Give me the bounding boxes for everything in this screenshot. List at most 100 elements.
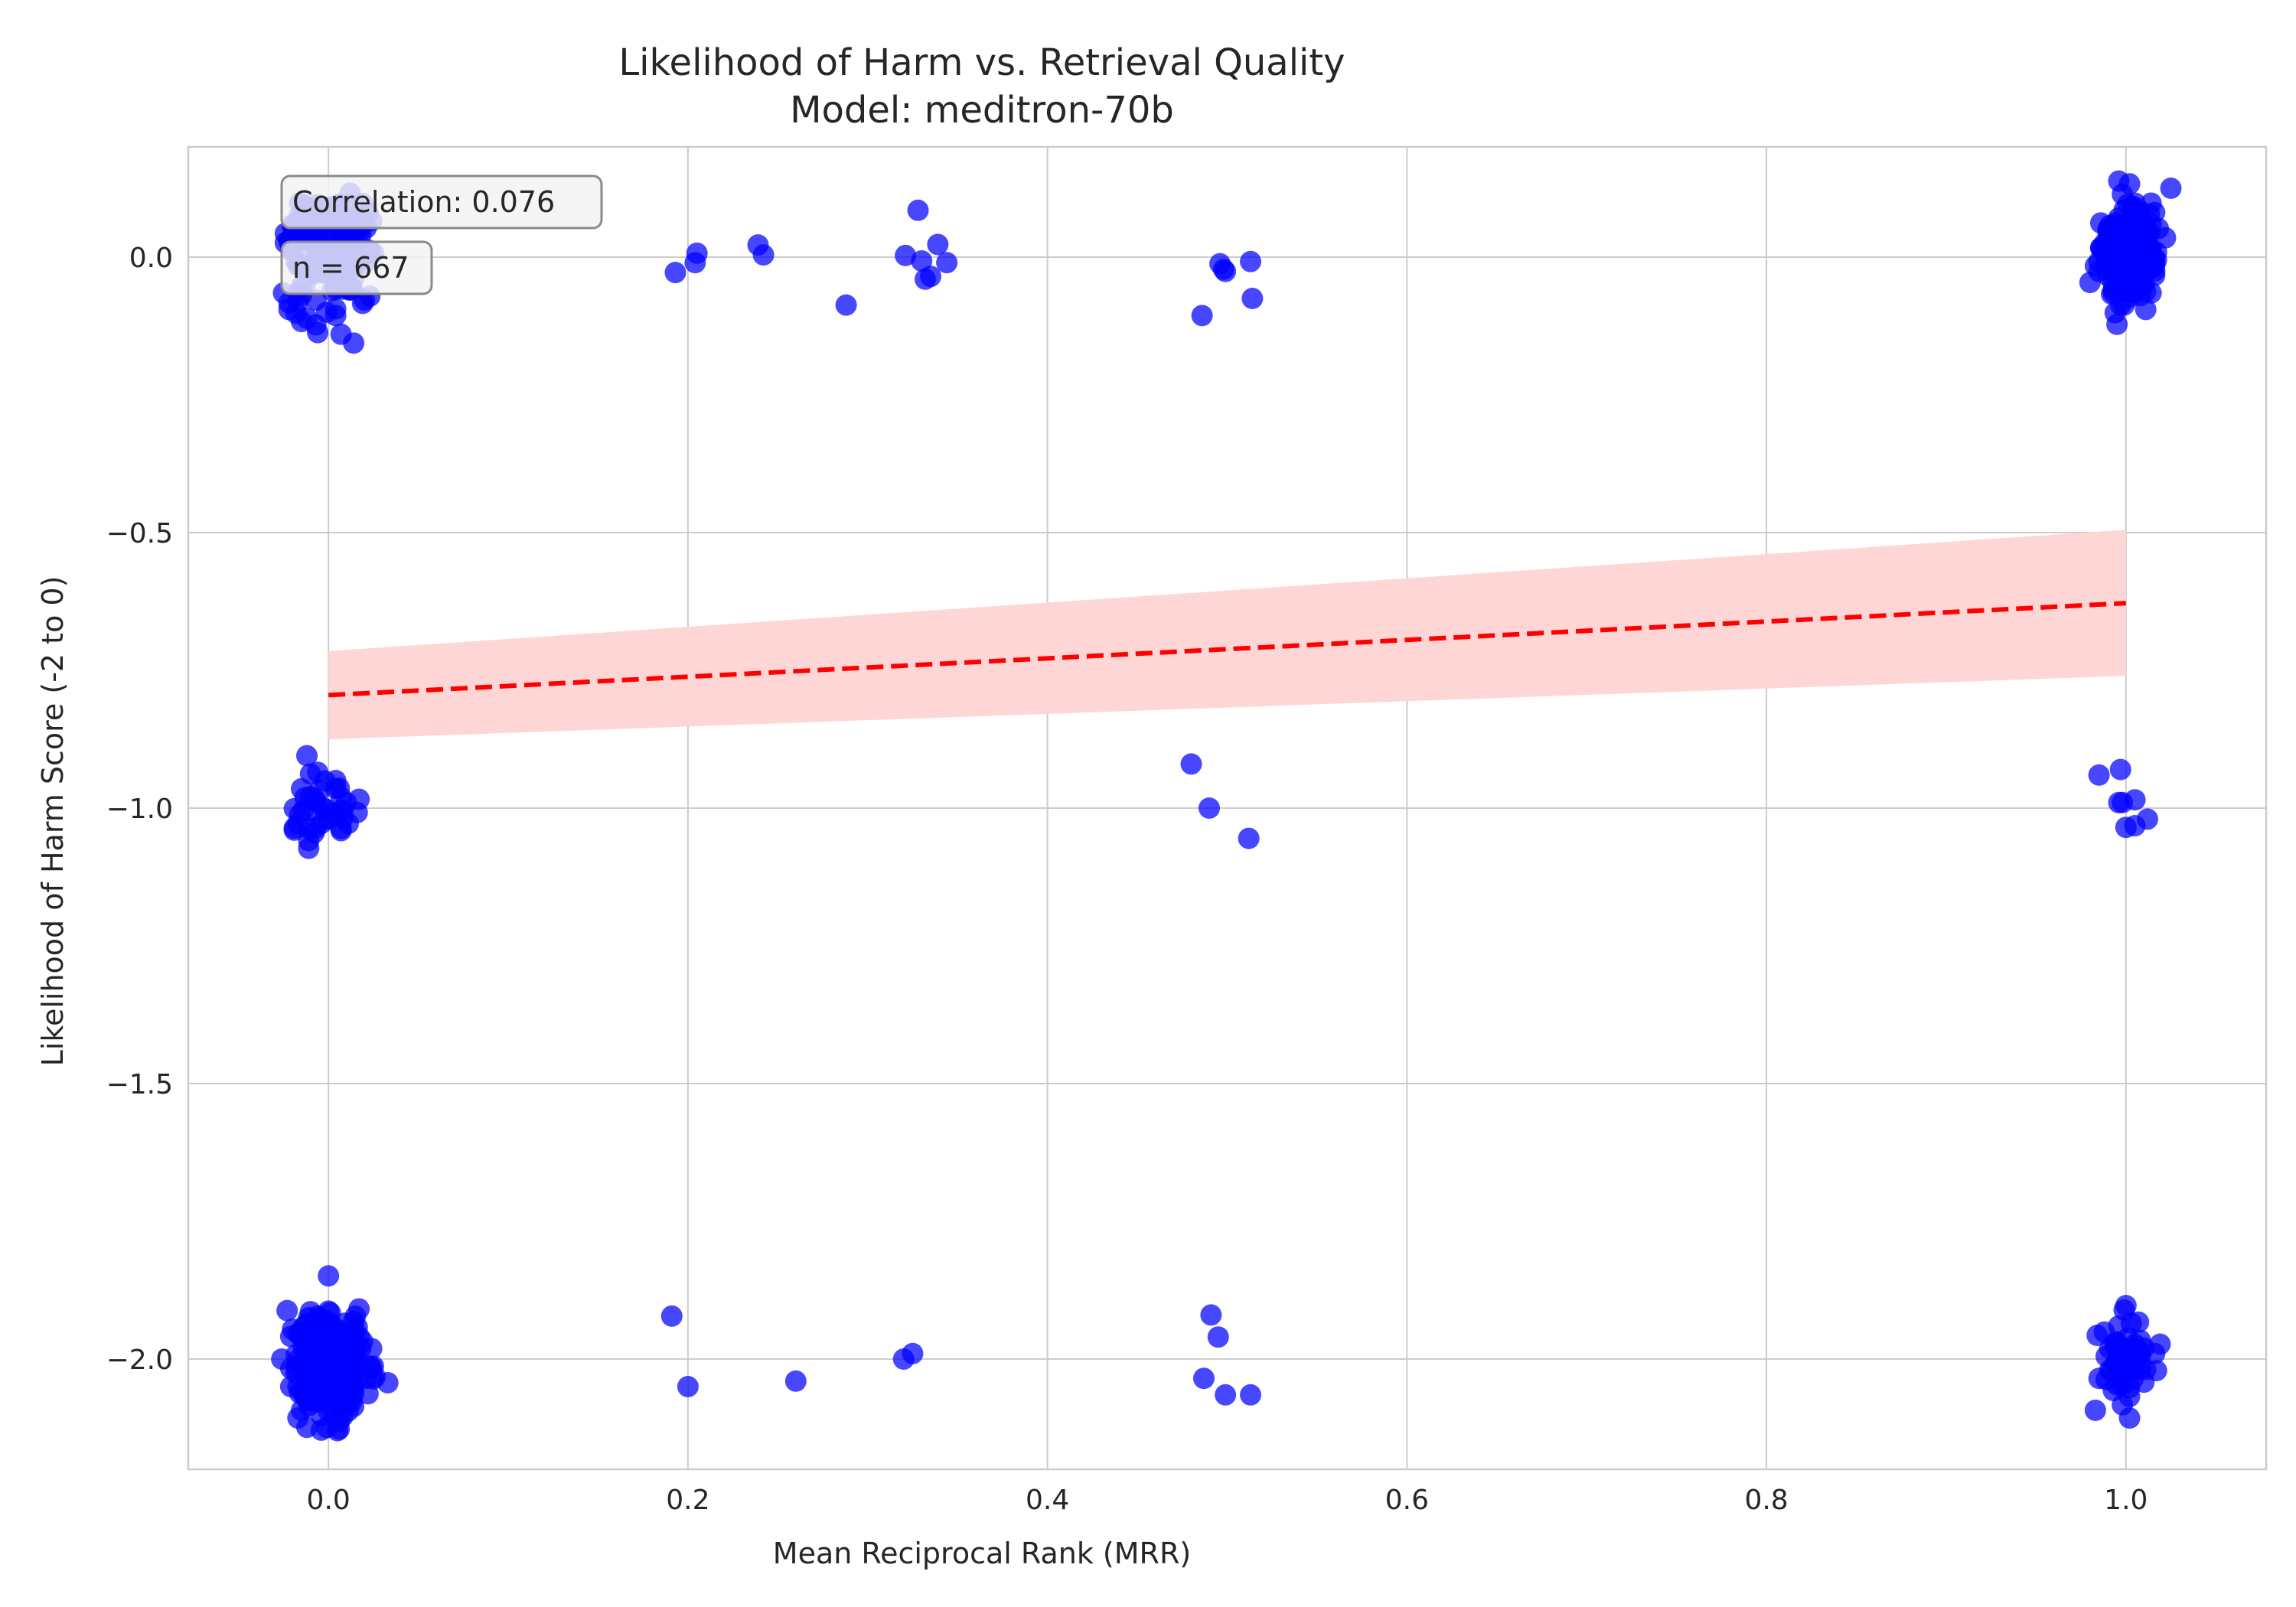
tick-labels: 0.0 0.2 0.4 0.6 0.8 1.0 0.0 −0.5 −1.0 −1.5 −2.0 [106,243,2148,1516]
data-point [2106,261,2128,283]
y-tick-label: −2.0 [106,1345,173,1376]
chart-subtitle: Model: meditron-70b [790,89,1174,132]
data-point [351,292,373,315]
data-point [936,252,958,274]
data-point [1207,1326,1229,1348]
y-tick-label: −1.0 [106,794,173,825]
data-point [2095,1345,2117,1367]
plot-frame [187,145,2268,1471]
sample-size-annotation-box [280,240,433,295]
y-tick-label: −0.5 [106,518,173,549]
data-point [2108,282,2130,304]
data-point [343,332,365,354]
data-point [296,745,318,767]
data-point [1192,1367,1215,1390]
data-point [276,1299,298,1322]
data-point [1215,260,1237,282]
confidence-band-layer [328,530,2126,739]
data-point [1200,1304,1222,1326]
data-point [660,1305,683,1327]
data-point [283,819,305,841]
x-axis-label: Mean Reciprocal Rank (MRR) [773,1537,1191,1570]
data-point [2140,192,2162,214]
data-point [902,1342,924,1364]
data-point [784,1370,807,1392]
x-tick-label: 1.0 [2104,1485,2148,1516]
data-point [2125,223,2148,245]
data-point [294,1326,316,1348]
correlation-annotation-text: Correlation: 0.076 [292,185,555,219]
data-point [664,262,687,284]
data-point [2124,197,2146,220]
data-point [2145,1360,2167,1382]
data-point [302,1362,324,1384]
data-point [344,1345,367,1367]
data-point [752,244,775,266]
data-point [308,779,331,801]
x-tick-label: 0.4 [1026,1485,1069,1516]
sample-size-annotation: n = 667 [280,240,433,295]
grid [188,147,2266,1469]
data-point [1180,753,1202,775]
data-point [2088,764,2110,786]
data-point [315,799,338,821]
data-point [686,242,708,264]
data-point [2108,1362,2130,1384]
data-point [308,1307,331,1329]
data-point [2104,212,2126,234]
data-point [330,820,352,842]
data-point [2104,238,2126,260]
data-point [335,791,357,813]
y-axis-label: Likelihood of Harm Score (-2 to 0) [36,576,70,1067]
data-point [339,1364,361,1386]
data-point [2108,791,2130,813]
data-point [919,266,941,288]
data-point [2118,1385,2141,1407]
data-point [307,761,329,784]
y-tick-label: −1.5 [106,1069,173,1100]
data-point [360,1338,383,1360]
data-point [1215,1384,1237,1406]
y-tick-label: 0.0 [129,243,173,274]
data-point [895,244,917,266]
data-point [348,1298,370,1320]
data-point [2109,758,2131,781]
data-point [907,199,929,221]
x-tick-label: 0.6 [1385,1485,1429,1516]
x-tick-label: 0.8 [1744,1485,1788,1516]
regression-line [328,601,2126,698]
data-point [318,1348,340,1370]
data-point [2093,1321,2115,1343]
data-point [2088,1367,2110,1390]
data-point [835,294,857,316]
plot-area-border [187,145,2268,1471]
data-point [377,1371,399,1393]
data-point [1241,288,1264,309]
data-point [2133,243,2155,265]
data-point [2118,1407,2141,1429]
data-point [2113,1340,2135,1362]
regression-line-layer [328,601,2126,698]
data-point [1191,305,1213,327]
data-point [298,1390,320,1411]
data-point [927,233,949,256]
correlation-annotation: Correlation: 0.076 [280,174,603,230]
sample-size-annotation-text: n = 667 [292,251,409,285]
data-point [1238,827,1260,849]
data-point [290,311,312,333]
data-point [677,1376,699,1397]
data-point [334,1312,356,1335]
data-point [1199,797,1221,819]
data-point [1240,1384,1262,1406]
data-point [1240,250,1262,272]
data-point [2115,1295,2137,1317]
chart-title: Likelihood of Harm vs. Retrieval Quality [618,41,1345,84]
data-point [2084,1399,2106,1421]
x-tick-label: 0.2 [666,1485,709,1516]
data-point [2136,808,2158,830]
data-point [2160,178,2182,199]
data-point [2129,1345,2151,1367]
data-point [328,1379,351,1401]
x-tick-label: 0.0 [307,1485,351,1516]
